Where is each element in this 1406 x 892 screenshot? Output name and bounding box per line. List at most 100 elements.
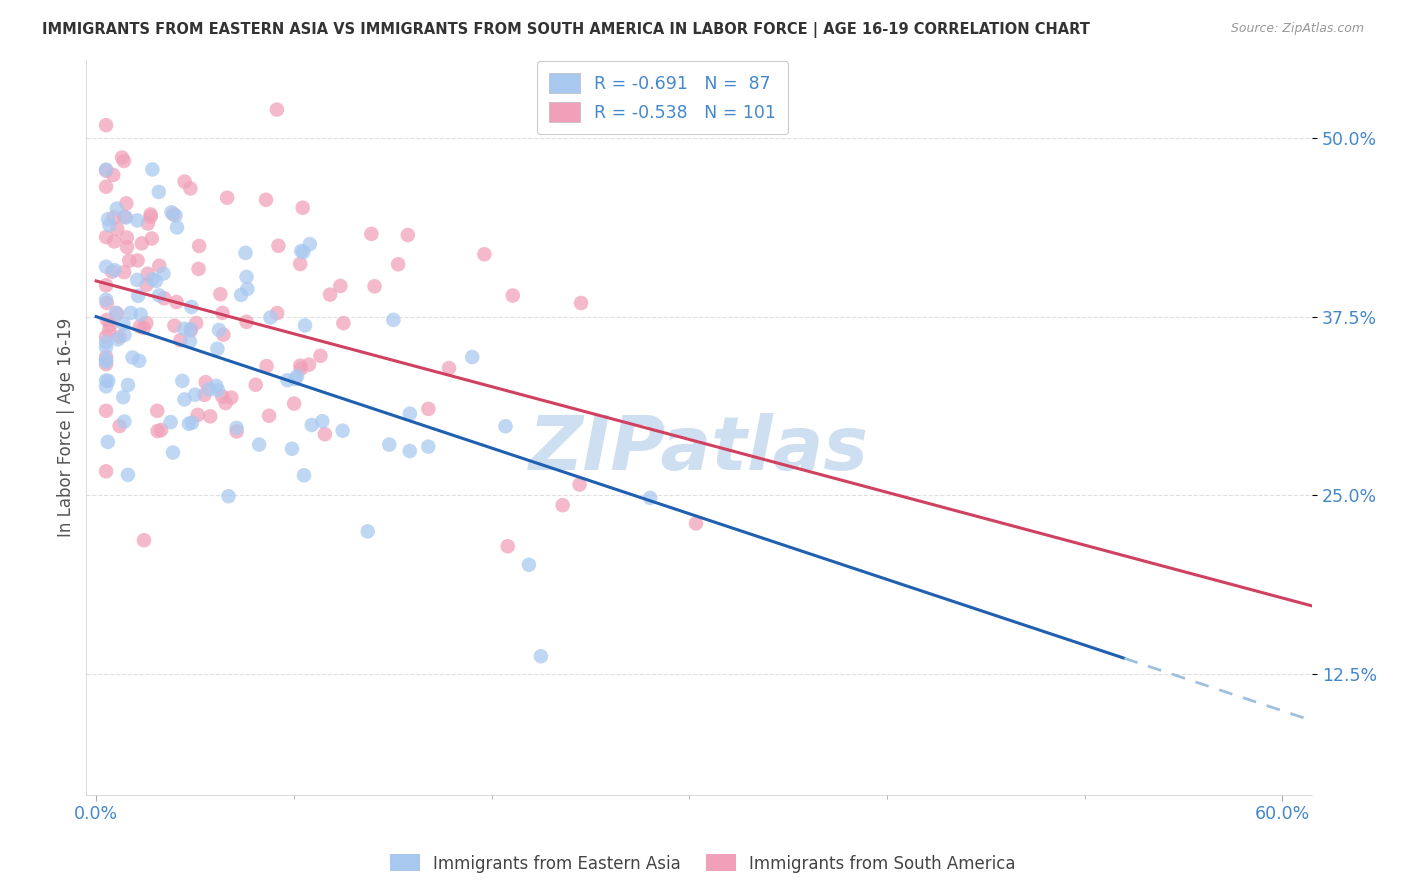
Point bbox=[212, 327, 235, 342]
Point bbox=[187, 261, 209, 276]
Point bbox=[179, 334, 201, 349]
Point bbox=[332, 316, 354, 330]
Point bbox=[360, 227, 382, 241]
Point bbox=[94, 357, 117, 371]
Point bbox=[474, 247, 496, 261]
Point bbox=[127, 213, 149, 227]
Point bbox=[146, 424, 169, 438]
Point bbox=[194, 375, 217, 389]
Point bbox=[160, 205, 183, 219]
Point bbox=[218, 489, 240, 503]
Point bbox=[148, 259, 170, 273]
Point bbox=[103, 211, 125, 225]
Point bbox=[235, 315, 257, 329]
Point bbox=[382, 313, 405, 327]
Point bbox=[96, 313, 118, 327]
Point bbox=[378, 437, 401, 451]
Point bbox=[94, 403, 117, 417]
Point bbox=[247, 437, 270, 451]
Point bbox=[96, 296, 118, 310]
Point bbox=[387, 257, 409, 271]
Point bbox=[221, 391, 243, 405]
Point bbox=[288, 257, 311, 271]
Point bbox=[235, 269, 257, 284]
Point bbox=[172, 374, 194, 388]
Point bbox=[169, 333, 191, 347]
Point bbox=[121, 351, 143, 365]
Point bbox=[173, 392, 195, 407]
Point bbox=[211, 389, 233, 403]
Point bbox=[332, 424, 354, 438]
Legend: R = -0.691   N =  87, R = -0.538   N = 101: R = -0.691 N = 87, R = -0.538 N = 101 bbox=[537, 61, 789, 134]
Point bbox=[115, 230, 138, 244]
Point bbox=[207, 383, 229, 397]
Point bbox=[266, 103, 288, 117]
Point bbox=[208, 323, 231, 337]
Point bbox=[97, 374, 120, 388]
Point bbox=[105, 222, 128, 236]
Point bbox=[94, 379, 117, 393]
Point bbox=[132, 533, 155, 548]
Point bbox=[97, 212, 120, 227]
Point bbox=[108, 419, 131, 434]
Point bbox=[94, 354, 117, 368]
Point bbox=[314, 427, 336, 442]
Point bbox=[115, 196, 138, 211]
Point bbox=[257, 409, 280, 423]
Point bbox=[188, 239, 211, 253]
Point bbox=[200, 409, 222, 424]
Point bbox=[94, 330, 117, 344]
Point bbox=[290, 359, 312, 373]
Point bbox=[103, 168, 125, 182]
Point bbox=[148, 288, 170, 302]
Point bbox=[187, 408, 209, 422]
Point bbox=[180, 323, 202, 337]
Point bbox=[225, 421, 247, 435]
Point bbox=[290, 361, 312, 376]
Point bbox=[94, 260, 117, 274]
Point bbox=[94, 464, 117, 478]
Point bbox=[461, 350, 484, 364]
Point bbox=[292, 468, 315, 483]
Point bbox=[209, 287, 232, 301]
Point bbox=[136, 217, 159, 231]
Point bbox=[104, 306, 127, 320]
Point bbox=[173, 322, 195, 336]
Point bbox=[94, 352, 117, 367]
Point bbox=[214, 396, 236, 410]
Point bbox=[254, 193, 277, 207]
Point bbox=[105, 307, 128, 321]
Point bbox=[165, 209, 187, 223]
Point bbox=[205, 379, 228, 393]
Point bbox=[198, 382, 221, 396]
Point bbox=[517, 558, 540, 572]
Point bbox=[127, 253, 149, 268]
Text: Source: ZipAtlas.com: Source: ZipAtlas.com bbox=[1230, 22, 1364, 36]
Point bbox=[166, 295, 188, 310]
Point bbox=[146, 404, 169, 418]
Point bbox=[136, 267, 159, 281]
Point bbox=[162, 207, 184, 221]
Point bbox=[363, 279, 385, 293]
Point bbox=[115, 240, 138, 254]
Point bbox=[135, 277, 157, 292]
Point bbox=[418, 440, 440, 454]
Point bbox=[112, 265, 135, 279]
Point bbox=[319, 287, 342, 301]
Point bbox=[139, 210, 162, 224]
Point bbox=[418, 401, 440, 416]
Point bbox=[97, 434, 120, 449]
Point bbox=[148, 185, 170, 199]
Point bbox=[638, 491, 661, 505]
Point bbox=[259, 310, 281, 325]
Point bbox=[132, 321, 155, 335]
Point bbox=[120, 306, 142, 320]
Point bbox=[193, 388, 215, 402]
Point bbox=[117, 467, 139, 482]
Point bbox=[496, 539, 519, 553]
Point bbox=[256, 359, 278, 373]
Point bbox=[127, 289, 149, 303]
Point bbox=[217, 191, 239, 205]
Point bbox=[180, 300, 202, 314]
Point bbox=[101, 265, 124, 279]
